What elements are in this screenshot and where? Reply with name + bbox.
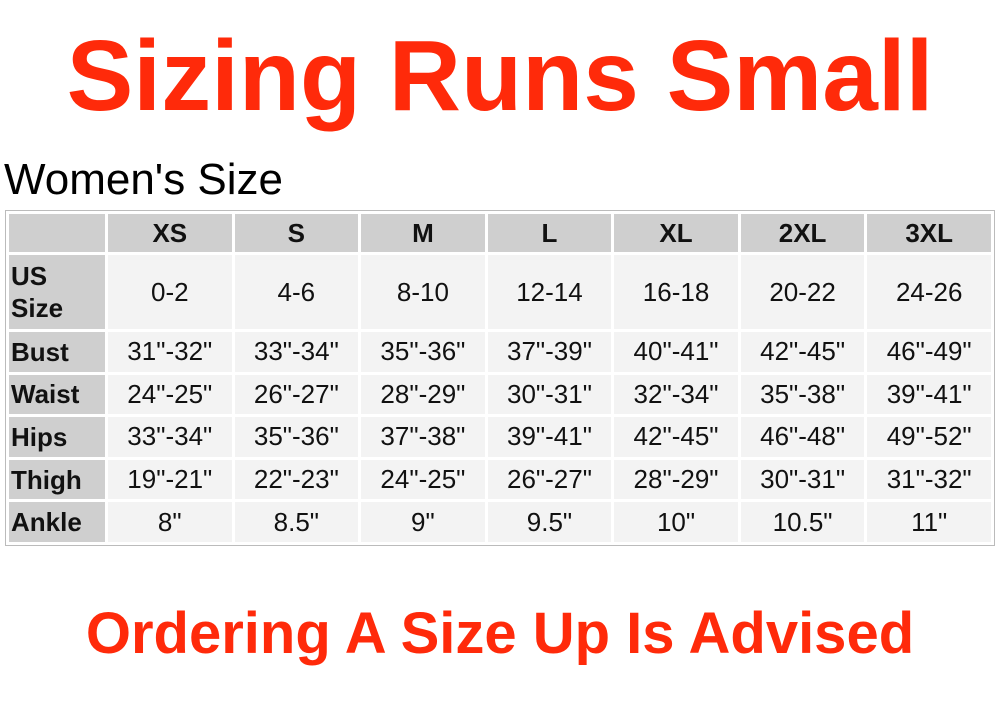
size-cell: 9.5" bbox=[487, 502, 612, 542]
table-row: Ankle 8" 8.5" 9" 9.5" 10" 10.5" 11" bbox=[9, 502, 991, 542]
column-header: L bbox=[487, 214, 612, 252]
size-cell: 37"-38" bbox=[361, 417, 485, 457]
size-cell: 31"-32" bbox=[108, 332, 232, 372]
size-cell: 10.5" bbox=[740, 502, 865, 542]
headline: Sizing Runs Small bbox=[66, 20, 934, 132]
row-label: Hips bbox=[9, 417, 105, 457]
column-header: XS bbox=[108, 214, 232, 252]
size-cell: 46"-48" bbox=[740, 417, 865, 457]
size-cell: 40"-41" bbox=[614, 332, 738, 372]
size-cell: 42"-45" bbox=[614, 417, 738, 457]
row-label: Thigh bbox=[9, 459, 105, 500]
size-cell: 42"-45" bbox=[740, 332, 865, 372]
column-header: 2XL bbox=[740, 214, 865, 252]
size-cell: 9" bbox=[361, 502, 485, 542]
subtitle: Women's Size bbox=[4, 155, 284, 204]
size-cell: 0-2 bbox=[108, 255, 232, 329]
size-cell: 26"-27" bbox=[234, 374, 359, 415]
size-cell: 8" bbox=[108, 502, 232, 542]
header-row: XS S M L XL 2XL 3XL bbox=[9, 214, 991, 252]
size-cell: 33"-34" bbox=[234, 332, 359, 372]
size-cell: 35"-38" bbox=[740, 374, 865, 415]
size-cell: 24"-25" bbox=[361, 459, 485, 500]
size-cell: 35"-36" bbox=[234, 417, 359, 457]
row-label: Waist bbox=[9, 374, 105, 415]
column-header: 3XL bbox=[867, 214, 991, 252]
size-cell: 8-10 bbox=[361, 255, 485, 329]
row-label: Bust bbox=[9, 332, 105, 372]
size-cell: 8.5" bbox=[234, 502, 359, 542]
column-header: M bbox=[361, 214, 485, 252]
row-label: US Size bbox=[9, 255, 105, 329]
size-cell: 31"-32" bbox=[867, 459, 991, 500]
size-cell: 49"-52" bbox=[867, 417, 991, 457]
size-cell: 28"-29" bbox=[614, 459, 738, 500]
column-header: S bbox=[234, 214, 359, 252]
table-row: Hips 33"-34" 35"-36" 37"-38" 39"-41" 42"-45" 4… bbox=[9, 417, 991, 457]
size-cell: 35"-36" bbox=[361, 332, 485, 372]
size-cell: 11" bbox=[867, 502, 991, 542]
size-cell: 46"-49" bbox=[867, 332, 991, 372]
size-cell: 30"-31" bbox=[740, 459, 865, 500]
column-header: XL bbox=[614, 214, 738, 252]
table-row: US Size 0-2 4-6 8-10 12-14 16-18 20-22 24-26 bbox=[9, 255, 991, 329]
size-chart-table: XS S M L XL 2XL 3XL US Size 0-2 4-6 8-10 12-14 16-1… bbox=[5, 210, 995, 546]
size-cell: 32"-34" bbox=[614, 374, 738, 415]
size-cell: 16-18 bbox=[614, 255, 738, 329]
size-cell: 12-14 bbox=[487, 255, 612, 329]
row-label: Ankle bbox=[9, 502, 105, 542]
size-cell: 37"-39" bbox=[487, 332, 612, 372]
size-cell: 39"-41" bbox=[867, 374, 991, 415]
size-cell: 19"-21" bbox=[108, 459, 232, 500]
table-row: Waist 24"-25" 26"-27" 28"-29" 30"-31" 32"-34"… bbox=[9, 374, 991, 415]
corner-cell bbox=[9, 214, 105, 252]
size-cell: 20-22 bbox=[740, 255, 865, 329]
size-cell: 26"-27" bbox=[487, 459, 612, 500]
size-cell: 33"-34" bbox=[108, 417, 232, 457]
size-cell: 28"-29" bbox=[361, 374, 485, 415]
size-cell: 30"-31" bbox=[487, 374, 612, 415]
size-cell: 24"-25" bbox=[108, 374, 232, 415]
advice-footer: Ordering A Size Up Is Advised bbox=[85, 601, 915, 666]
size-cell: 24-26 bbox=[867, 255, 991, 329]
table-row: Bust 31"-32" 33"-34" 35"-36" 37"-39" 40"-41" 4… bbox=[9, 332, 991, 372]
size-cell: 39"-41" bbox=[487, 417, 612, 457]
size-cell: 10" bbox=[614, 502, 738, 542]
size-cell: 4-6 bbox=[234, 255, 359, 329]
size-cell: 22"-23" bbox=[234, 459, 359, 500]
table-row: Thigh 19"-21" 22"-23" 24"-25" 26"-27" 28"-29"… bbox=[9, 459, 991, 500]
